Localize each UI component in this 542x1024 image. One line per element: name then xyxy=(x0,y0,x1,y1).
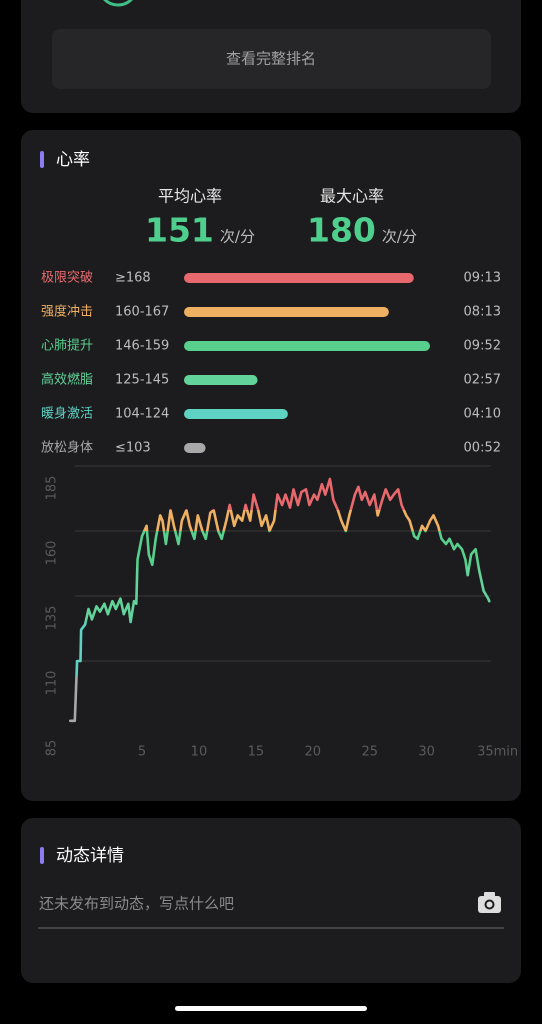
camera-lens-inner xyxy=(486,901,493,908)
zone-range: 125-145 xyxy=(115,373,169,388)
stat-unit: 次/分 xyxy=(382,228,417,246)
zone-bar xyxy=(184,273,414,283)
stat-value: 151 xyxy=(145,211,214,250)
zone-bar xyxy=(184,375,258,385)
zone-time: 08:13 xyxy=(464,305,501,320)
y-tick-label: 135 xyxy=(45,606,60,631)
zone-name: 高效燃脂 xyxy=(41,372,93,388)
x-tick-label: 30 xyxy=(418,745,435,760)
zones: 极限突破 ≥168 09:13 强度冲击 160-167 08:13 心肺提升 146-159… xyxy=(41,270,501,456)
zone-time: 04:10 xyxy=(464,407,501,422)
avatar-ring xyxy=(103,0,133,7)
y-tick-label: 160 xyxy=(45,541,60,566)
section-title: 心率 xyxy=(56,150,90,170)
zone-range: 160-167 xyxy=(115,305,169,320)
zone-time: 09:13 xyxy=(464,271,501,286)
full-ranking-button[interactable] xyxy=(52,29,491,89)
zone-bar xyxy=(184,409,288,419)
zone-bar xyxy=(184,307,389,317)
zone-bar xyxy=(184,443,206,453)
section-marker xyxy=(40,847,44,864)
camera-top xyxy=(484,892,495,897)
zone-name: 心肺提升 xyxy=(41,338,93,354)
post-input[interactable]: 还未发布到动态，写点什么吧 xyxy=(39,895,234,913)
zone-time: 02:57 xyxy=(464,373,501,388)
heart-rate-chart: 85 110 135 160 185 5 10 15 20 25 30 35min xyxy=(45,465,518,760)
zone-range: ≤103 xyxy=(115,441,151,456)
stat-label: 平均心率 xyxy=(158,187,222,206)
zone-bar xyxy=(184,341,430,351)
x-tick-label: 25 xyxy=(361,745,378,760)
stat-label: 最大心率 xyxy=(320,187,384,206)
section-title: 动态详情 xyxy=(56,846,124,866)
button-label[interactable]: 查看完整排名 xyxy=(226,50,316,68)
y-tick-label: 185 xyxy=(45,476,60,501)
zone-name: 放松身体 xyxy=(41,440,93,456)
zone-name: 暖身激活 xyxy=(41,406,93,422)
x-tick-label: 35min xyxy=(477,745,518,760)
zone-name: 强度冲击 xyxy=(41,304,93,320)
home-indicator xyxy=(175,1006,367,1011)
stat-value: 180 xyxy=(307,211,376,250)
zone-range: ≥168 xyxy=(115,271,151,286)
zone-range: 146-159 xyxy=(115,339,169,354)
x-tick-label: 20 xyxy=(305,745,322,760)
section-marker xyxy=(40,151,44,168)
y-tick-label: 110 xyxy=(45,671,60,696)
zone-name: 极限突破 xyxy=(41,270,93,286)
activity-card xyxy=(21,818,521,983)
x-tick-label: 5 xyxy=(138,745,146,760)
y-tick-label: 85 xyxy=(45,740,60,757)
zone-time: 09:52 xyxy=(464,339,501,354)
x-tick-label: 15 xyxy=(248,745,265,760)
zone-time: 00:52 xyxy=(464,441,501,456)
heart-rate-line xyxy=(69,477,491,723)
zone-range: 104-124 xyxy=(115,407,169,422)
camera-button[interactable] xyxy=(478,892,501,913)
x-tick-label: 10 xyxy=(191,745,208,760)
stats: 平均心率 151 次/分 最大心率 180 次/分 xyxy=(145,187,417,250)
stat-unit: 次/分 xyxy=(220,228,255,246)
